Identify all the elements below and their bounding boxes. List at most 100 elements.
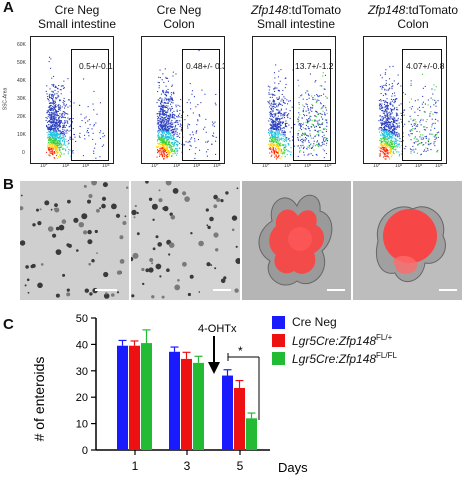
flow-event-dot <box>165 105 167 107</box>
y-tick-10k: 10K <box>17 132 26 138</box>
flow-event-dot <box>162 127 164 129</box>
flow-event-dot <box>276 142 278 144</box>
flow-event-dot <box>166 127 168 129</box>
flow-event-dot <box>163 132 165 134</box>
flow-event-dot <box>172 129 174 131</box>
flow-event-dot <box>282 117 284 119</box>
flow-event-dot <box>284 102 286 104</box>
flow-event-dot <box>268 92 270 94</box>
flow-event-dot <box>159 118 161 120</box>
flow-event-dot <box>275 137 277 139</box>
x-tick: 10² <box>62 163 70 169</box>
flow-event-dot <box>206 151 208 153</box>
flow-event-dot <box>382 135 384 137</box>
flow-event-dot <box>167 147 169 149</box>
flow-event-dot <box>285 111 287 113</box>
legend-genotype: Lgr5Cre:Zfp148 <box>292 334 377 348</box>
flow-event-dot <box>187 125 189 127</box>
flow-event-dot <box>305 128 307 130</box>
flow-event-dot <box>65 144 67 146</box>
flow-event-dot <box>305 92 307 94</box>
flow-event-dot <box>427 99 429 101</box>
cell-particle <box>81 213 88 220</box>
flow-event-dot <box>271 131 273 133</box>
flow-event-dot <box>277 143 279 145</box>
flow-event-dot <box>162 144 164 146</box>
cell-particle <box>58 224 65 231</box>
flow-event-dot <box>161 123 163 125</box>
flow-event-dot <box>385 69 387 71</box>
flow-event-dot <box>53 152 55 154</box>
flow-event-dot <box>165 107 167 109</box>
flow-event-dot <box>385 143 387 145</box>
flow-event-dot <box>395 127 397 129</box>
flow-event-dot <box>157 146 159 148</box>
flow-event-dot <box>60 93 62 95</box>
flow-event-dot <box>52 99 54 101</box>
flow-event-dot <box>278 126 280 128</box>
flow-event-dot <box>51 102 53 104</box>
flow-event-dot <box>316 144 318 146</box>
flow-event-dot <box>55 106 57 108</box>
cell-particle <box>149 258 154 262</box>
flow-event-dot <box>167 92 169 94</box>
flow-event-dot <box>160 154 162 156</box>
flow-event-dot <box>312 137 314 139</box>
flow-event-dot <box>380 142 382 144</box>
flow-event-dot <box>271 152 273 154</box>
flow-event-dot <box>67 113 69 115</box>
flow-event-dot <box>274 134 276 136</box>
flow-event-dot <box>87 120 89 122</box>
flow-event-dot <box>170 130 172 132</box>
flow-event-dot <box>385 133 387 135</box>
flow-event-dot <box>384 125 386 127</box>
flow-event-dot <box>63 125 65 127</box>
cell-particle <box>30 264 34 269</box>
flow-event-dot <box>161 148 163 150</box>
flow-event-dot <box>391 95 393 97</box>
flow-event-dot <box>416 152 418 154</box>
cell-particle <box>119 259 125 264</box>
flow-event-dot <box>308 112 310 114</box>
flow-event-dot <box>53 119 55 121</box>
flow-event-dot <box>391 110 393 112</box>
flow-event-dot <box>170 123 172 125</box>
flow-event-dot <box>307 108 309 110</box>
flow-event-dot <box>388 89 390 91</box>
flow-event-dot <box>323 88 325 90</box>
flow-event-dot <box>324 74 326 76</box>
flow-event-dot <box>195 131 197 133</box>
flow-event-dot <box>55 131 57 133</box>
flow-event-dot <box>420 138 422 140</box>
flow-event-dot <box>324 105 326 107</box>
y-tick-label: 20 <box>76 392 88 404</box>
flow-event-dot <box>51 136 53 138</box>
flow-event-dot <box>315 110 317 112</box>
flow-event-dot <box>174 142 176 144</box>
flow-event-dot <box>157 91 159 93</box>
flow-event-dot <box>323 134 325 136</box>
flow-event-dot <box>380 127 382 129</box>
flow-event-dot <box>56 142 58 144</box>
flow-event-dot <box>396 134 398 136</box>
flow-event-dot <box>397 83 399 85</box>
flow-event-dot <box>169 151 171 153</box>
flow-event-dot <box>271 146 273 148</box>
flow-event-dot <box>165 131 167 133</box>
flow-event-dot <box>281 156 283 158</box>
flow-event-dot <box>57 126 59 128</box>
flow-event-dot <box>159 137 161 139</box>
flow-event-dot <box>272 130 274 132</box>
flow-event-dot <box>49 114 51 116</box>
flow-event-dot <box>169 107 171 109</box>
flow-event-dot <box>273 139 275 141</box>
flow-event-dot <box>302 141 304 143</box>
flow-event-dot <box>397 139 399 141</box>
flow-event-dot <box>49 131 51 133</box>
flow-event-dot <box>277 109 279 111</box>
flow-event-dot <box>397 82 399 84</box>
flow-event-dot <box>165 115 167 117</box>
flow-event-dot <box>51 115 53 117</box>
flow-event-dot <box>58 126 60 128</box>
